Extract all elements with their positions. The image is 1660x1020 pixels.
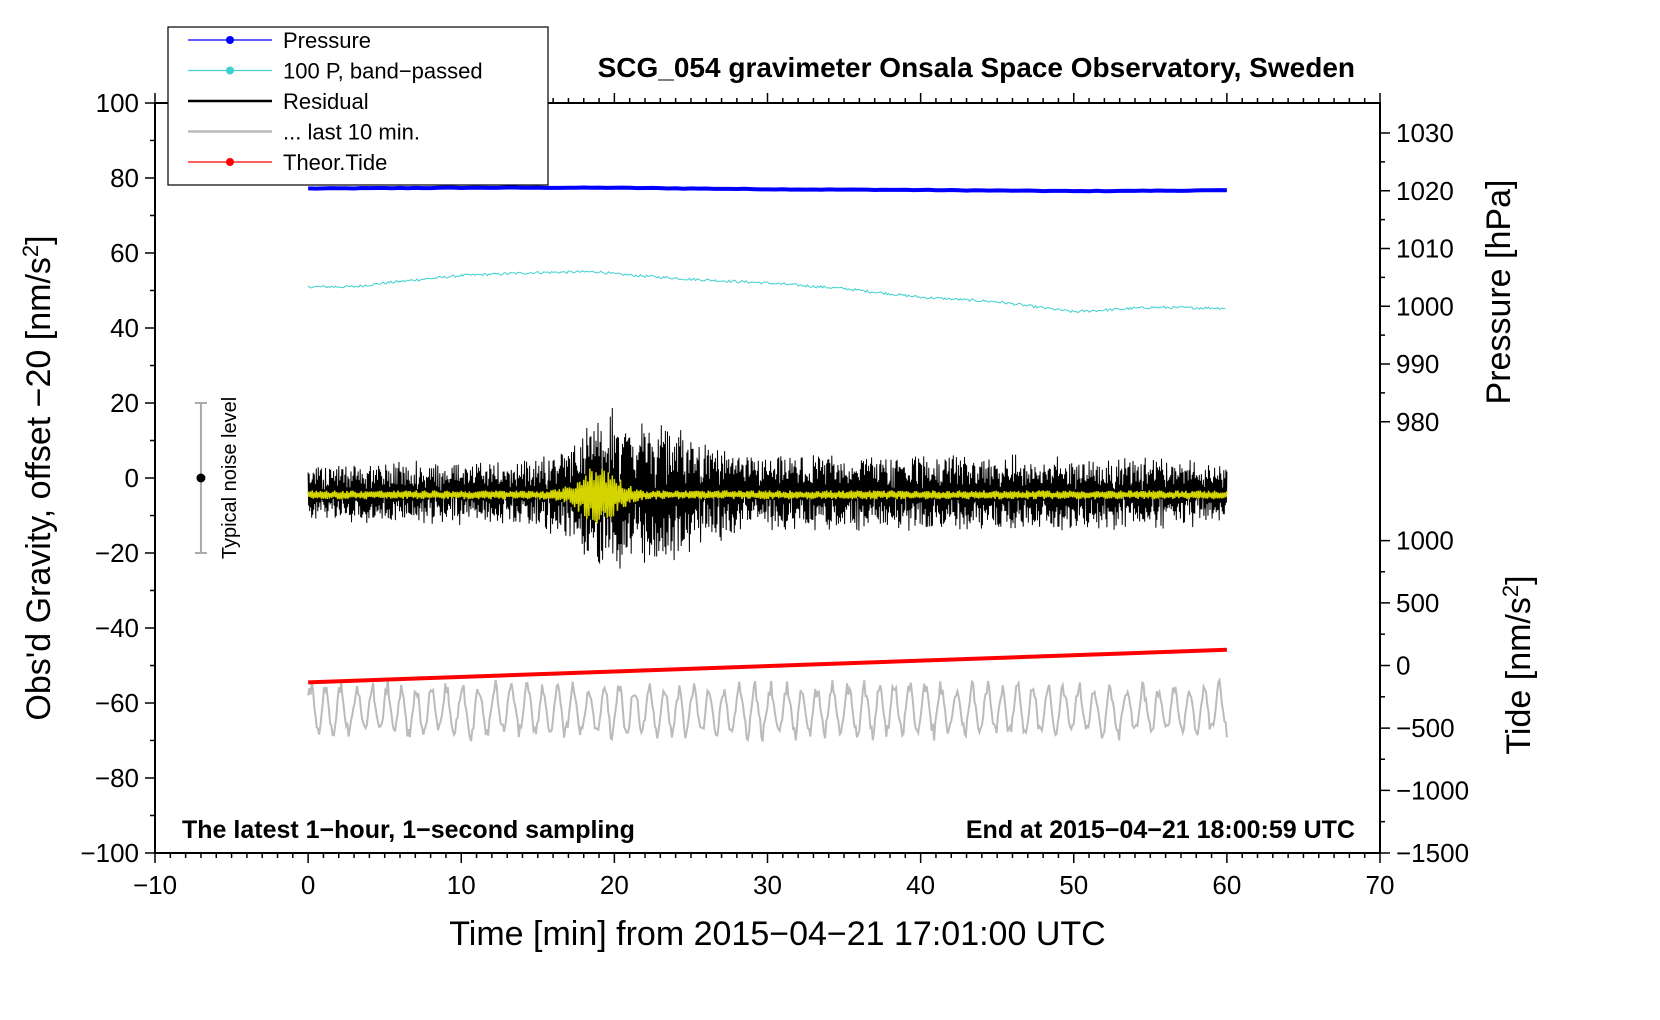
y-tick-label: 100 — [96, 88, 139, 118]
y-axis-title-end: ] — [20, 235, 58, 244]
y-axis-pressure: 1030 1020 1010 1000 990 980 — [1380, 118, 1454, 437]
pressure-tick-label: 990 — [1396, 349, 1439, 379]
legend-label: 100 P, band−passed — [283, 59, 483, 84]
y-tick-label: −40 — [95, 613, 139, 643]
y-tick-label: 80 — [110, 163, 139, 193]
tide-tick-label: 500 — [1396, 588, 1439, 618]
tide-axis-title-main: Tide [nm/s — [1500, 597, 1538, 754]
x-tick-label: 70 — [1366, 870, 1395, 900]
y-axis-title-main: Obs'd Gravity, offset −20 [nm/s — [20, 257, 58, 720]
x-tick-label: 50 — [1059, 870, 1088, 900]
y-axis-tide: 1000 500 0 −500 −1000 −1500 — [1380, 526, 1469, 868]
legend-label: ... last 10 min. — [283, 120, 420, 145]
pressure-series — [308, 185, 1227, 194]
legend-label: Pressure — [283, 28, 371, 53]
tide-axis-title: Tide [nm/s2] — [1498, 575, 1539, 754]
noise-label: Typical noise level — [219, 397, 241, 559]
residual-smoothed-series — [307, 468, 1228, 524]
x-tick-label: 30 — [753, 870, 782, 900]
pressure-tick-label: 1010 — [1396, 234, 1454, 264]
tide-tick-label: −1500 — [1396, 838, 1469, 868]
y-tick-label: 0 — [125, 463, 139, 493]
y-axis-title: Obs'd Gravity, offset −20 [nm/s2] — [18, 235, 59, 720]
tide-tick-label: −500 — [1396, 713, 1455, 743]
series-layer — [307, 185, 1228, 743]
x-tick-label: 10 — [447, 870, 476, 900]
y-axis-title-sup: 2 — [18, 245, 43, 257]
sampling-note: The latest 1−hour, 1−second sampling — [182, 816, 635, 844]
pressure-tick-label: 1020 — [1396, 176, 1454, 206]
chart-title: SCG_054 gravimeter Onsala Space Observat… — [598, 52, 1355, 83]
x-axis-title: Time [min] from 2015−04−21 17:01:00 UTC — [449, 915, 1105, 953]
pressure-axis-title: Pressure [hPa] — [1480, 180, 1518, 405]
legend-marker — [226, 66, 234, 75]
y-tick-label: 60 — [110, 238, 139, 268]
pressure-tick-label: 980 — [1396, 407, 1439, 437]
x-tick-label: 60 — [1212, 870, 1241, 900]
legend-label: Residual — [283, 89, 369, 114]
tide-axis-title-end: ] — [1500, 575, 1538, 584]
legend-marker — [226, 36, 234, 44]
y-tick-label: −60 — [95, 688, 139, 718]
noise-center-dot — [196, 473, 206, 483]
legend-label: Theor.Tide — [283, 150, 387, 175]
y-tick-label: 40 — [110, 313, 139, 343]
last-10-min-series — [307, 677, 1228, 743]
noise-level-indicator: Typical noise level — [194, 397, 241, 559]
x-axis: −10 0 10 20 30 40 50 60 70 — [133, 93, 1395, 900]
theoretical-tide-series — [308, 647, 1227, 685]
pressure-tick-label: 1000 — [1396, 291, 1454, 321]
tide-tick-label: 1000 — [1396, 526, 1454, 556]
band-passed-series — [307, 270, 1226, 314]
y-axis-left: 100 80 60 40 20 0 −20 −40 −60 −80 −100 — [80, 88, 155, 868]
legend: Pressure 100 P, band−passed Residual ... la… — [167, 26, 549, 186]
y-tick-label: −100 — [80, 838, 139, 868]
y-tick-label: 20 — [110, 388, 139, 418]
pressure-tick-label: 1030 — [1396, 118, 1454, 148]
x-tick-label: 40 — [906, 870, 935, 900]
tide-tick-label: −1000 — [1396, 775, 1469, 805]
x-tick-label: 0 — [301, 870, 315, 900]
y-tick-label: −80 — [95, 763, 139, 793]
end-time-note: End at 2015−04−21 18:00:59 UTC — [966, 816, 1355, 844]
y-tick-label: −20 — [95, 538, 139, 568]
tide-axis-title-sup: 2 — [1498, 585, 1523, 597]
legend-marker — [226, 158, 234, 166]
x-tick-label: −10 — [133, 870, 177, 900]
tide-tick-label: 0 — [1396, 651, 1410, 681]
x-tick-label: 20 — [600, 870, 629, 900]
residual-series — [307, 407, 1228, 569]
